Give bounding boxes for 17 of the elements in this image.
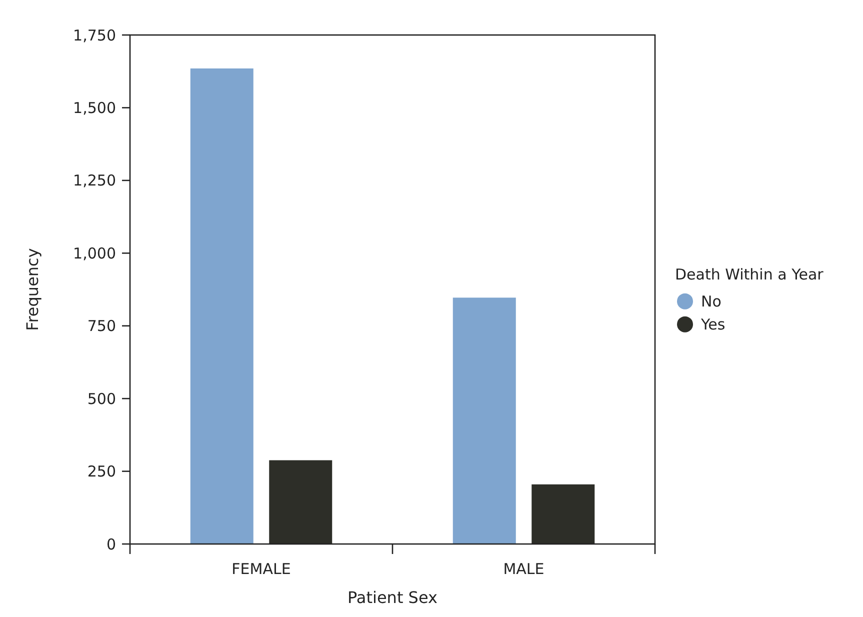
legend-label: Yes (700, 316, 726, 334)
x-axis-title: Patient Sex (348, 588, 438, 607)
y-tick-label: 1,000 (73, 244, 116, 262)
y-axis-title: Frequency (23, 248, 42, 331)
legend-label: No (701, 292, 722, 311)
bar (190, 68, 254, 544)
y-tick-label: 750 (87, 317, 116, 336)
y-tick-label: 250 (87, 462, 116, 481)
bar (452, 298, 516, 544)
legend-title: Death Within a Year (675, 265, 824, 284)
y-tick-label: 0 (106, 535, 116, 554)
x-tick-label: MALE (503, 560, 544, 578)
y-tick-label: 500 (87, 390, 116, 408)
x-tick-label: FEMALE (232, 560, 291, 578)
y-tick-label: 1,750 (73, 26, 116, 44)
y-tick-label: 1,250 (73, 172, 116, 190)
y-tick-label: 1,500 (73, 98, 116, 117)
